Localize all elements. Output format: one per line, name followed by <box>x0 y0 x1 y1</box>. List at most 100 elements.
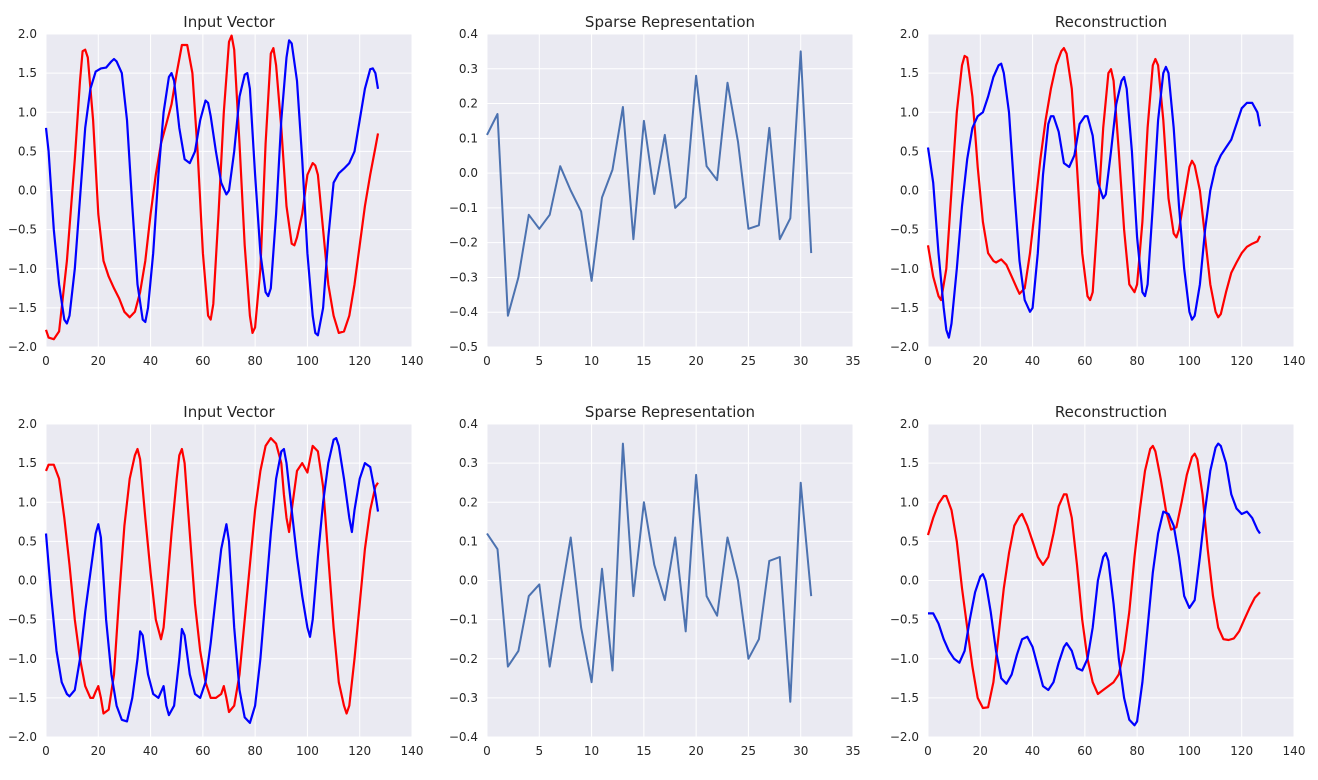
x-tick-label: 20 <box>689 744 704 758</box>
y-tick-label: −0.5 <box>8 613 37 627</box>
y-tick-label: −1.0 <box>890 652 919 666</box>
x-tick-label: 80 <box>1130 744 1145 758</box>
y-tick-label: 0.0 <box>900 574 919 588</box>
x-tick-label: 15 <box>636 354 651 368</box>
y-tick-label: −1.5 <box>8 691 37 705</box>
subplot-5: 0 5 10 15 20 25 30 35 0.4 0.3 0.2 0.1 0.0 −0.1 −0.2 −0.… <box>449 403 861 758</box>
x-tick-label: 30 <box>793 744 808 758</box>
y-tick-label: 2.0 <box>18 27 37 41</box>
x-tick-label: 120 <box>348 354 371 368</box>
y-tick-label: −2.0 <box>890 730 919 744</box>
y-tick-label: −0.5 <box>890 613 919 627</box>
y-tick-label: 2.0 <box>900 27 919 41</box>
subplot-title: Input Vector <box>183 403 275 421</box>
y-tick-label: −0.3 <box>449 270 478 284</box>
x-tick-label: 80 <box>248 744 263 758</box>
x-tick-label: 35 <box>845 354 860 368</box>
y-tick-label: 1.0 <box>18 105 37 119</box>
x-tick-label: 80 <box>248 354 263 368</box>
y-tick-label: −0.2 <box>449 652 478 666</box>
x-tick-label: 20 <box>689 354 704 368</box>
y-tick-label: 0.5 <box>18 144 37 158</box>
subplot-2: 0 5 10 15 20 25 30 35 0.4 0.3 0.2 0.1 0.0 −0.1 −0.2 −0.… <box>449 13 861 368</box>
x-tick-label: 20 <box>973 354 988 368</box>
y-tick-label: 0.4 <box>459 27 478 41</box>
y-tick-label: −2.0 <box>8 340 37 354</box>
sparse-series-line <box>486 442 813 703</box>
x-tick-label: 100 <box>1178 744 1201 758</box>
red-series-line <box>44 437 379 715</box>
blue-series-line <box>926 62 1262 339</box>
x-tick-label: 40 <box>1025 354 1040 368</box>
y-tick-label: −0.4 <box>449 305 478 319</box>
x-tick-label: 60 <box>1077 744 1092 758</box>
y-tick-label: 0.0 <box>459 574 478 588</box>
x-tick-label: 140 <box>401 354 424 368</box>
y-tick-label: 1.0 <box>900 495 919 509</box>
y-tick-label: 1.0 <box>900 105 919 119</box>
y-tick-label: −1.5 <box>890 301 919 315</box>
x-tick-label: 120 <box>1230 354 1253 368</box>
y-tick-label: 1.0 <box>18 495 37 509</box>
sparse-series-line <box>486 50 813 317</box>
subplot-title: Reconstruction <box>1055 13 1167 31</box>
x-tick-label: 25 <box>741 354 756 368</box>
x-tick-label: 120 <box>1230 744 1253 758</box>
red-series-line <box>926 444 1261 710</box>
x-tick-label: 100 <box>296 744 319 758</box>
y-tick-label: 0.0 <box>18 574 37 588</box>
x-tick-label: 20 <box>973 744 988 758</box>
y-tick-label: 2.0 <box>18 417 37 431</box>
subplot-title: Sparse Representation <box>585 13 755 31</box>
x-tick-label: 0 <box>483 744 491 758</box>
x-tick-label: 0 <box>924 744 932 758</box>
x-tick-label: 60 <box>1077 354 1092 368</box>
y-tick-label: −0.1 <box>449 201 478 215</box>
y-tick-label: 0.5 <box>900 144 919 158</box>
x-tick-label: 0 <box>924 354 932 368</box>
x-tick-label: 0 <box>42 354 50 368</box>
x-tick-label: 30 <box>793 354 808 368</box>
x-tick-label: 20 <box>91 744 106 758</box>
x-tick-label: 10 <box>584 354 599 368</box>
subplot-title: Reconstruction <box>1055 403 1167 421</box>
y-tick-label: 0.0 <box>900 184 919 198</box>
subplot-title: Input Vector <box>183 13 275 31</box>
y-tick-label: 0.0 <box>459 166 478 180</box>
y-tick-label: −2.0 <box>890 340 919 354</box>
y-tick-label: −1.0 <box>8 652 37 666</box>
x-tick-label: 140 <box>1283 744 1306 758</box>
y-tick-label: −1.0 <box>8 262 37 276</box>
x-tick-label: 20 <box>91 354 106 368</box>
subplot-4: 0 20 40 60 80 100 120 140 2.0 1.5 1.0 0.5 0.0 −0.5 −1.… <box>8 403 424 758</box>
y-tick-label: 0.2 <box>459 495 478 509</box>
y-tick-label: 0.5 <box>900 534 919 548</box>
x-tick-label: 140 <box>1283 354 1306 368</box>
y-tick-label: 1.5 <box>900 66 919 80</box>
blue-series-line <box>928 442 1261 727</box>
red-series-line <box>926 46 1261 319</box>
x-tick-label: 80 <box>1130 354 1145 368</box>
y-tick-label: −1.0 <box>890 262 919 276</box>
y-tick-label: 1.5 <box>18 456 37 470</box>
x-tick-label: 40 <box>143 354 158 368</box>
y-tick-label: −2.0 <box>8 730 37 744</box>
x-tick-label: 100 <box>1178 354 1201 368</box>
y-tick-label: 2.0 <box>900 417 919 431</box>
x-tick-label: 15 <box>636 744 651 758</box>
x-tick-label: 10 <box>584 744 599 758</box>
y-tick-label: −0.2 <box>449 236 478 250</box>
y-tick-label: −1.5 <box>8 301 37 315</box>
y-tick-label: 0.1 <box>459 131 478 145</box>
y-tick-label: 0.3 <box>459 62 478 76</box>
subplot-title: Sparse Representation <box>585 403 755 421</box>
x-tick-label: 35 <box>845 744 860 758</box>
y-tick-label: 0.3 <box>459 456 478 470</box>
y-tick-label: −0.4 <box>449 730 478 744</box>
x-tick-label: 60 <box>195 354 210 368</box>
x-tick-label: 120 <box>348 744 371 758</box>
x-tick-label: 40 <box>143 744 158 758</box>
y-tick-label: −0.5 <box>890 223 919 237</box>
y-tick-label: 0.5 <box>18 534 37 548</box>
